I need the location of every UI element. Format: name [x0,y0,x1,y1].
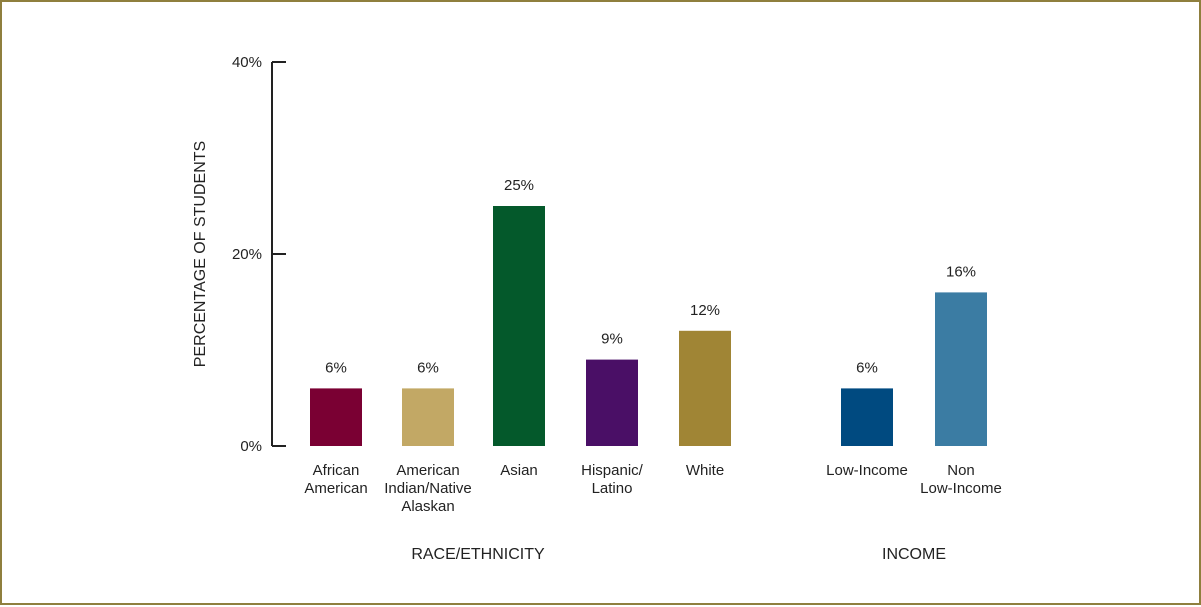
category-label: White [686,462,724,479]
bar-value-label: 6% [417,359,439,376]
y-tick-label: 0% [240,438,262,455]
bar-value-label: 25% [504,177,534,194]
bar [935,292,987,446]
labels: 6% African American 6% American Indian/Native… [304,177,1002,563]
group-label: INCOME [882,546,946,563]
y-tick-label: 20% [232,246,262,263]
category-label: American Indian/Native Alaskan [384,462,472,515]
bar [493,206,545,446]
bar-value-label: 6% [856,359,878,376]
bar-value-label: 16% [946,263,976,280]
y-axis: 0% 20% 40% PERCENTAGE OF STUDENTS [192,54,286,455]
category-label: Low-Income [826,462,908,479]
y-axis-title: PERCENTAGE OF STUDENTS [192,141,209,367]
bar [402,388,454,446]
bars [310,206,987,446]
bar [310,388,362,446]
category-label: African American [304,462,367,497]
bar-value-label: 6% [325,359,347,376]
bar-value-label: 9% [601,331,623,348]
category-label: Asian [500,462,538,479]
category-label: Non Low-Income [920,462,1002,497]
bar [586,359,638,446]
category-label: Hispanic/Latino [581,462,644,497]
group-label: RACE/ETHNICITY [411,546,545,563]
y-tick-label: 40% [232,54,262,71]
bar-value-label: 12% [690,302,720,319]
bar [679,330,731,446]
bar [841,388,893,446]
